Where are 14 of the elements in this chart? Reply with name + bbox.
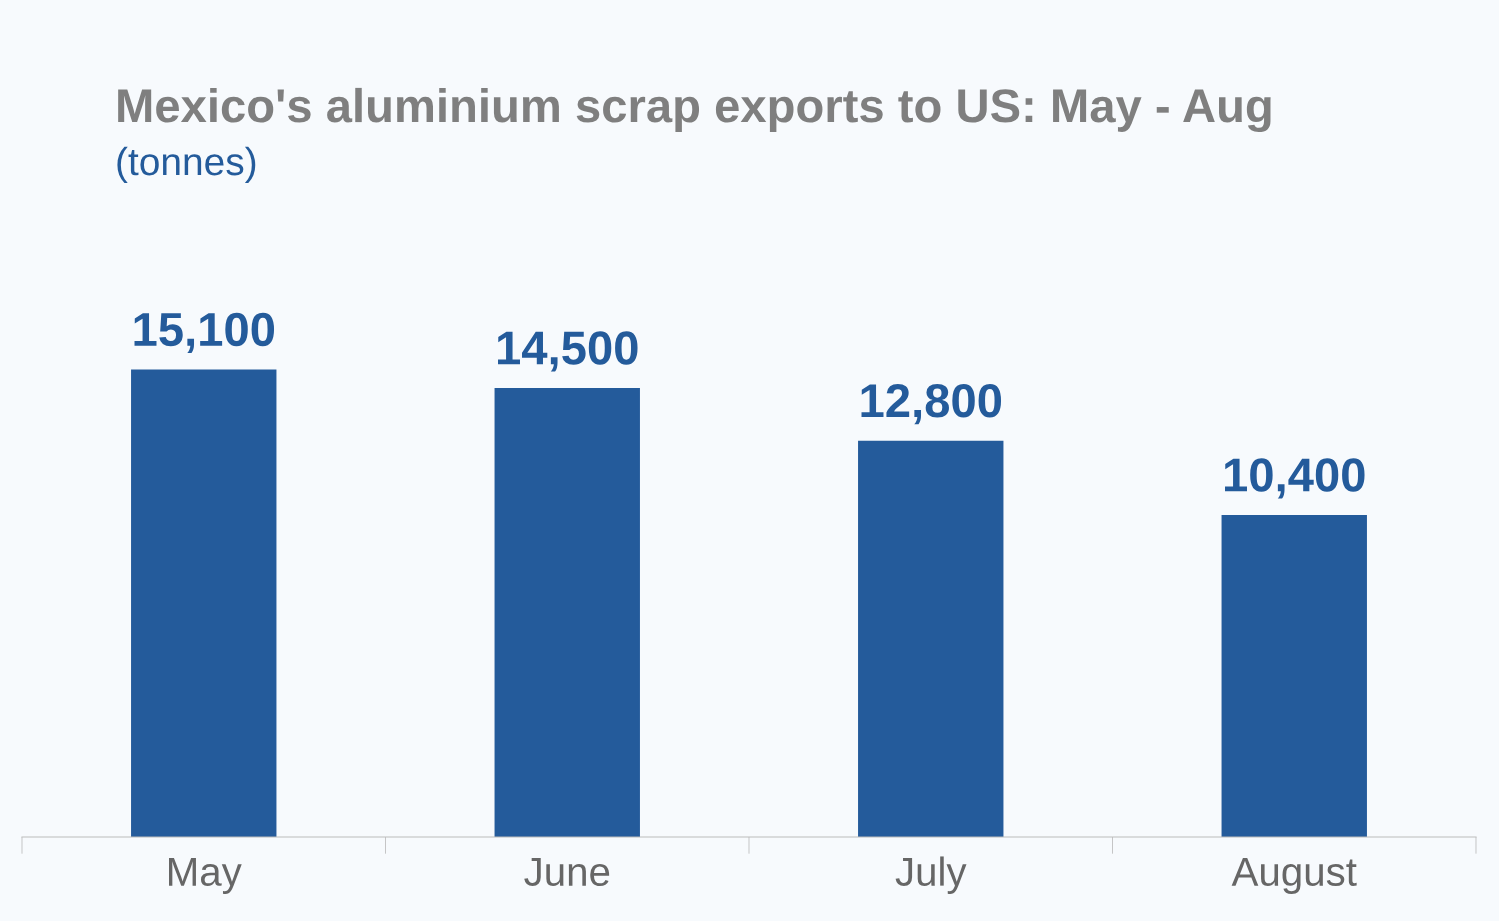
x-tick-label: June <box>524 857 610 887</box>
data-label: 15,100 <box>134 312 275 354</box>
x-tick-label: August <box>1231 857 1357 894</box>
data-label: 14,500 <box>498 331 638 372</box>
bar <box>858 440 1004 837</box>
x-tick-label: May <box>169 857 242 894</box>
chart-subtitle: (tonnes) <box>117 146 256 184</box>
bar <box>131 369 277 837</box>
bar <box>494 387 640 837</box>
bar <box>1221 514 1367 837</box>
x-tick-label: July <box>895 856 967 894</box>
chart-title: Mexico's aluminium scrap exports to US: May - Aug <box>118 87 1271 133</box>
data-label: 12,800 <box>861 383 1002 425</box>
data-label: 10,400 <box>1225 458 1365 499</box>
